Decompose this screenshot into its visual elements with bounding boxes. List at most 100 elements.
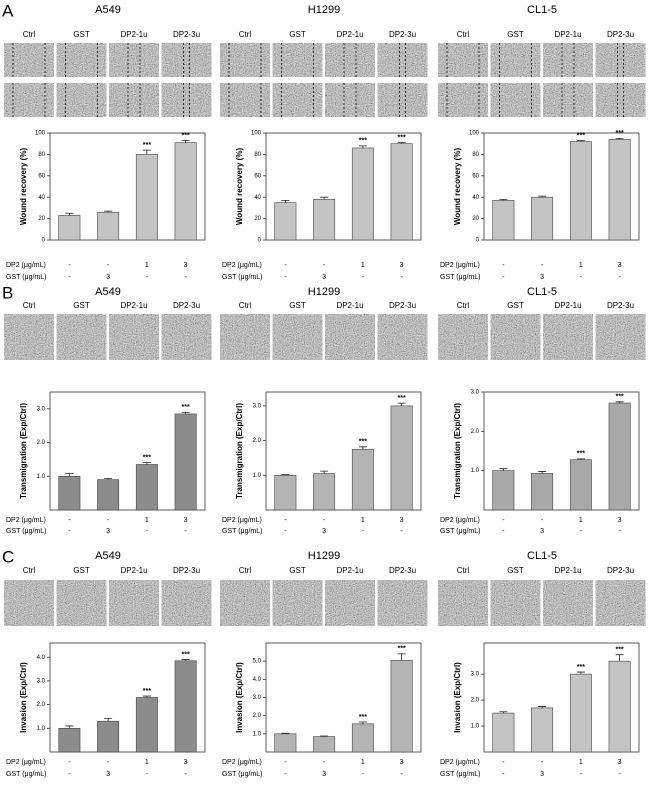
error-bar: [538, 195, 547, 198]
y-tick-label: 1.0: [37, 726, 46, 732]
image-label: Ctrl: [23, 566, 36, 575]
y-tick-label: 2.0: [253, 438, 262, 444]
bar: [492, 200, 515, 241]
y-axis-label: Invasion (Exp/Ctrl): [235, 662, 244, 733]
bar: [97, 211, 120, 241]
condition-label: GST (μg/mL): [222, 274, 262, 281]
plot-frame: [483, 391, 640, 511]
image-label: DP2-3u: [607, 301, 634, 310]
bar: [274, 474, 297, 511]
micrograph: [377, 314, 428, 360]
significance: ***: [143, 688, 151, 695]
bar: [135, 464, 158, 511]
micrograph: [490, 314, 541, 360]
image-label: GST: [73, 566, 90, 575]
condition-value: 3: [400, 759, 404, 766]
y-axis-label: Transmigration (Exp/Ctrl): [19, 403, 28, 499]
y-tick-label: 1.0: [253, 473, 262, 479]
y-tick-label: 4.0: [253, 677, 262, 683]
plot-frame: [49, 642, 206, 753]
y-tick-label: 60: [38, 173, 45, 179]
micrograph: [161, 314, 212, 360]
condition-value: -: [362, 771, 365, 778]
image-label: GST: [73, 30, 90, 39]
image-label: DP2-1u: [120, 301, 147, 310]
micrograph: [543, 83, 593, 117]
error-bar: [397, 142, 406, 144]
micrograph: [272, 314, 323, 360]
y-tick-label: 3.0: [471, 672, 480, 678]
y-tick-label: 40: [254, 195, 261, 201]
y-tick-label: 0: [258, 238, 262, 244]
bar: [274, 202, 297, 241]
condition-label: GST (μg/mL): [222, 528, 262, 535]
image-label: DP2-1u: [120, 566, 147, 575]
y-tick-label: 40: [472, 195, 479, 201]
image-label: GST: [507, 301, 524, 310]
image-label: DP2-1u: [554, 30, 581, 39]
condition-value: -: [323, 759, 326, 766]
significance: ***: [577, 451, 585, 458]
micrograph: [595, 580, 646, 626]
error-bar: [358, 446, 367, 450]
micrograph: [377, 83, 428, 117]
bar: [135, 154, 158, 241]
bar: [58, 728, 81, 753]
y-axis-label: Transmigration (Exp/Ctrl): [235, 403, 244, 499]
micrograph: [438, 83, 488, 117]
bar: [313, 473, 336, 511]
condition-value: -: [541, 262, 544, 269]
condition-label: DP2 (μg/mL): [440, 262, 480, 269]
y-tick-label: 1.0: [37, 474, 46, 480]
condition-value: -: [502, 528, 505, 535]
condition-label: DP2 (μg/mL): [222, 262, 262, 269]
micrograph: [56, 83, 107, 117]
micrograph: [543, 580, 593, 626]
cell-line-title: A549: [95, 4, 121, 16]
micrograph: [161, 83, 212, 117]
condition-value: -: [107, 759, 110, 766]
y-axis-label: Wound recovery (%): [19, 148, 28, 226]
image-label: DP2-1u: [554, 301, 581, 310]
significance: ***: [616, 647, 624, 654]
condition-value: -: [68, 517, 71, 524]
image-label: DP2-3u: [173, 566, 200, 575]
image-label: DP2-3u: [389, 301, 416, 310]
micrograph: [220, 43, 270, 77]
bar: [351, 723, 374, 753]
error-bar: [320, 196, 329, 200]
image-label: Ctrl: [457, 301, 470, 310]
condition-value: -: [284, 262, 287, 269]
cell-line-title: A549: [95, 550, 121, 562]
condition-value: -: [68, 759, 71, 766]
error-bar: [615, 654, 624, 662]
condition-value: 3: [322, 771, 326, 778]
condition-value: 3: [618, 517, 622, 524]
condition-value: -: [502, 274, 505, 281]
significance: ***: [359, 714, 367, 721]
condition-value: 3: [106, 528, 110, 535]
condition-value: 1: [145, 517, 149, 524]
condition-label: GST (μg/mL): [222, 771, 262, 778]
condition-value: 1: [361, 517, 365, 524]
condition-value: -: [541, 517, 544, 524]
plot-frame: [265, 132, 422, 241]
condition-value: 3: [322, 274, 326, 281]
micrograph: [325, 314, 375, 360]
y-tick-label: 20: [254, 216, 261, 222]
condition-value: -: [502, 517, 505, 524]
micrograph: [490, 83, 541, 117]
micrograph: [325, 83, 375, 117]
error-bar: [142, 695, 151, 698]
micrograph: [109, 43, 159, 77]
bar: [608, 402, 631, 511]
micrograph: [325, 43, 375, 77]
image-label: GST: [289, 30, 306, 39]
bar: [351, 147, 374, 241]
bar: [608, 660, 631, 753]
condition-value: -: [284, 528, 287, 535]
y-tick-label: 2.0: [471, 429, 480, 435]
micrograph: [595, 83, 646, 117]
condition-label: DP2 (μg/mL): [222, 517, 262, 524]
panel-label: C: [2, 547, 14, 566]
